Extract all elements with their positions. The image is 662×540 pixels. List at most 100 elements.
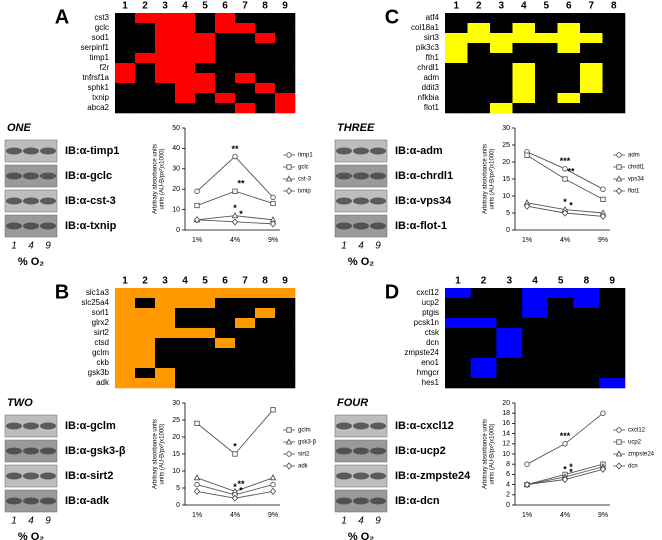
heatmap-cell <box>602 23 626 34</box>
y-tick-label: 6 <box>506 471 510 478</box>
legend-label: zmpste24 <box>628 452 655 458</box>
blot-band <box>370 222 386 230</box>
heatmap-cell <box>215 318 236 329</box>
heatmap-cell <box>445 83 468 94</box>
heatmap-cell <box>275 378 296 389</box>
heatmap-cell <box>445 63 468 74</box>
heatmap-cell <box>195 328 216 339</box>
heatmap-cell <box>275 23 296 34</box>
heatmap-cell <box>195 338 216 349</box>
heatmap-cell <box>470 368 497 379</box>
heatmap-cell <box>195 23 216 34</box>
gene-label: slc25a4 <box>81 298 109 307</box>
heatmap-cell <box>215 13 236 24</box>
y-tick-label: 15 <box>502 176 510 183</box>
heatmap-cell <box>195 53 216 64</box>
heatmap-cell <box>175 358 196 369</box>
heatmap-cell <box>535 93 558 104</box>
gene-label: hes1 <box>422 378 440 387</box>
heatmap-cell <box>275 53 296 64</box>
gene-label: pik3c3 <box>416 43 440 52</box>
data-point <box>193 487 201 496</box>
heatmap-cell <box>175 73 196 84</box>
heatmap-cell <box>602 83 626 94</box>
lane-label: 4 <box>358 516 364 527</box>
blot-band <box>353 147 369 155</box>
heatmap-cell <box>535 73 558 84</box>
legend-marker <box>286 451 292 457</box>
heatmap-cell <box>115 33 136 44</box>
significance-mark: ** <box>237 479 245 489</box>
blot-band <box>336 197 352 205</box>
significance-mark: * <box>563 197 567 207</box>
x-tick-label: 1% <box>192 512 202 519</box>
heatmap-cell <box>175 288 196 299</box>
heatmap-cell <box>235 23 256 34</box>
column-label: 6 <box>222 276 228 287</box>
column-label: 9 <box>609 276 615 287</box>
heatmap-cell <box>195 43 216 54</box>
heatmap-cell <box>115 23 136 34</box>
heatmap-cell <box>175 318 196 329</box>
heatmap-cell <box>275 338 296 349</box>
heatmap-cell <box>467 63 491 74</box>
heatmap-cell <box>512 23 536 34</box>
data-point <box>523 480 531 489</box>
heatmap-cell <box>602 53 626 64</box>
heatmap-cell <box>135 298 156 309</box>
heatmap-cell <box>195 298 216 309</box>
heatmap-cell <box>175 23 196 34</box>
column-label: 8 <box>611 1 617 12</box>
heatmap-cell <box>155 348 176 359</box>
blot-band <box>23 147 39 155</box>
heatmap-cell <box>135 73 156 84</box>
heatmap-cell <box>573 378 600 389</box>
legend-label: dcn <box>628 464 638 470</box>
heatmap-cell <box>195 73 216 84</box>
blot-label: IB:α-gsk3-β <box>65 445 126 457</box>
heatmap-cell <box>155 93 176 104</box>
heatmap-cell <box>115 308 136 319</box>
gene-label: cst3 <box>94 13 109 22</box>
heatmap-cell <box>445 23 468 34</box>
legend-marker <box>615 450 623 457</box>
y-tick-label: 16 <box>502 420 510 427</box>
data-point <box>231 218 239 226</box>
y-tick-label: 40 <box>172 145 180 152</box>
y-tick-label: 30 <box>172 400 180 407</box>
heatmap-cell <box>235 318 256 329</box>
blot-band <box>353 472 369 480</box>
heatmap-cell <box>557 73 581 84</box>
heatmap-cell <box>115 13 136 24</box>
heatmap-cell <box>115 348 136 359</box>
heatmap-cell <box>470 288 497 299</box>
heatmap-cell <box>599 368 626 379</box>
heatmap-cell <box>599 318 626 329</box>
gene-label: serpinf1 <box>81 43 110 52</box>
heatmap-cell <box>215 368 236 379</box>
column-label: 2 <box>481 276 487 287</box>
legend-label: chrdl1 <box>628 165 645 171</box>
heatmap-cell <box>135 378 156 389</box>
column-label: 1 <box>122 1 128 12</box>
heatmap-cell <box>275 83 296 94</box>
y-tick-label: 0 <box>506 502 510 509</box>
heatmap-cell <box>195 348 216 359</box>
heatmap-cell <box>522 308 549 319</box>
y-tick-label: 14 <box>502 430 510 437</box>
heatmap-cell <box>573 298 600 309</box>
blot-band <box>6 472 22 480</box>
heatmap-cell <box>535 63 558 74</box>
data-point <box>269 220 277 228</box>
legend-marker <box>285 187 293 195</box>
column-label: 2 <box>142 1 148 12</box>
heatmap-cell <box>445 73 468 84</box>
legend-label: gclm <box>298 428 311 434</box>
x-tick-label: 9% <box>268 512 278 519</box>
heatmap-cell <box>115 338 136 349</box>
blot-label: IB:α-adk <box>65 495 110 507</box>
gene-label: abca2 <box>87 103 109 112</box>
blot-band <box>23 422 39 430</box>
heatmap-cell <box>215 93 236 104</box>
blot-band <box>336 472 352 480</box>
